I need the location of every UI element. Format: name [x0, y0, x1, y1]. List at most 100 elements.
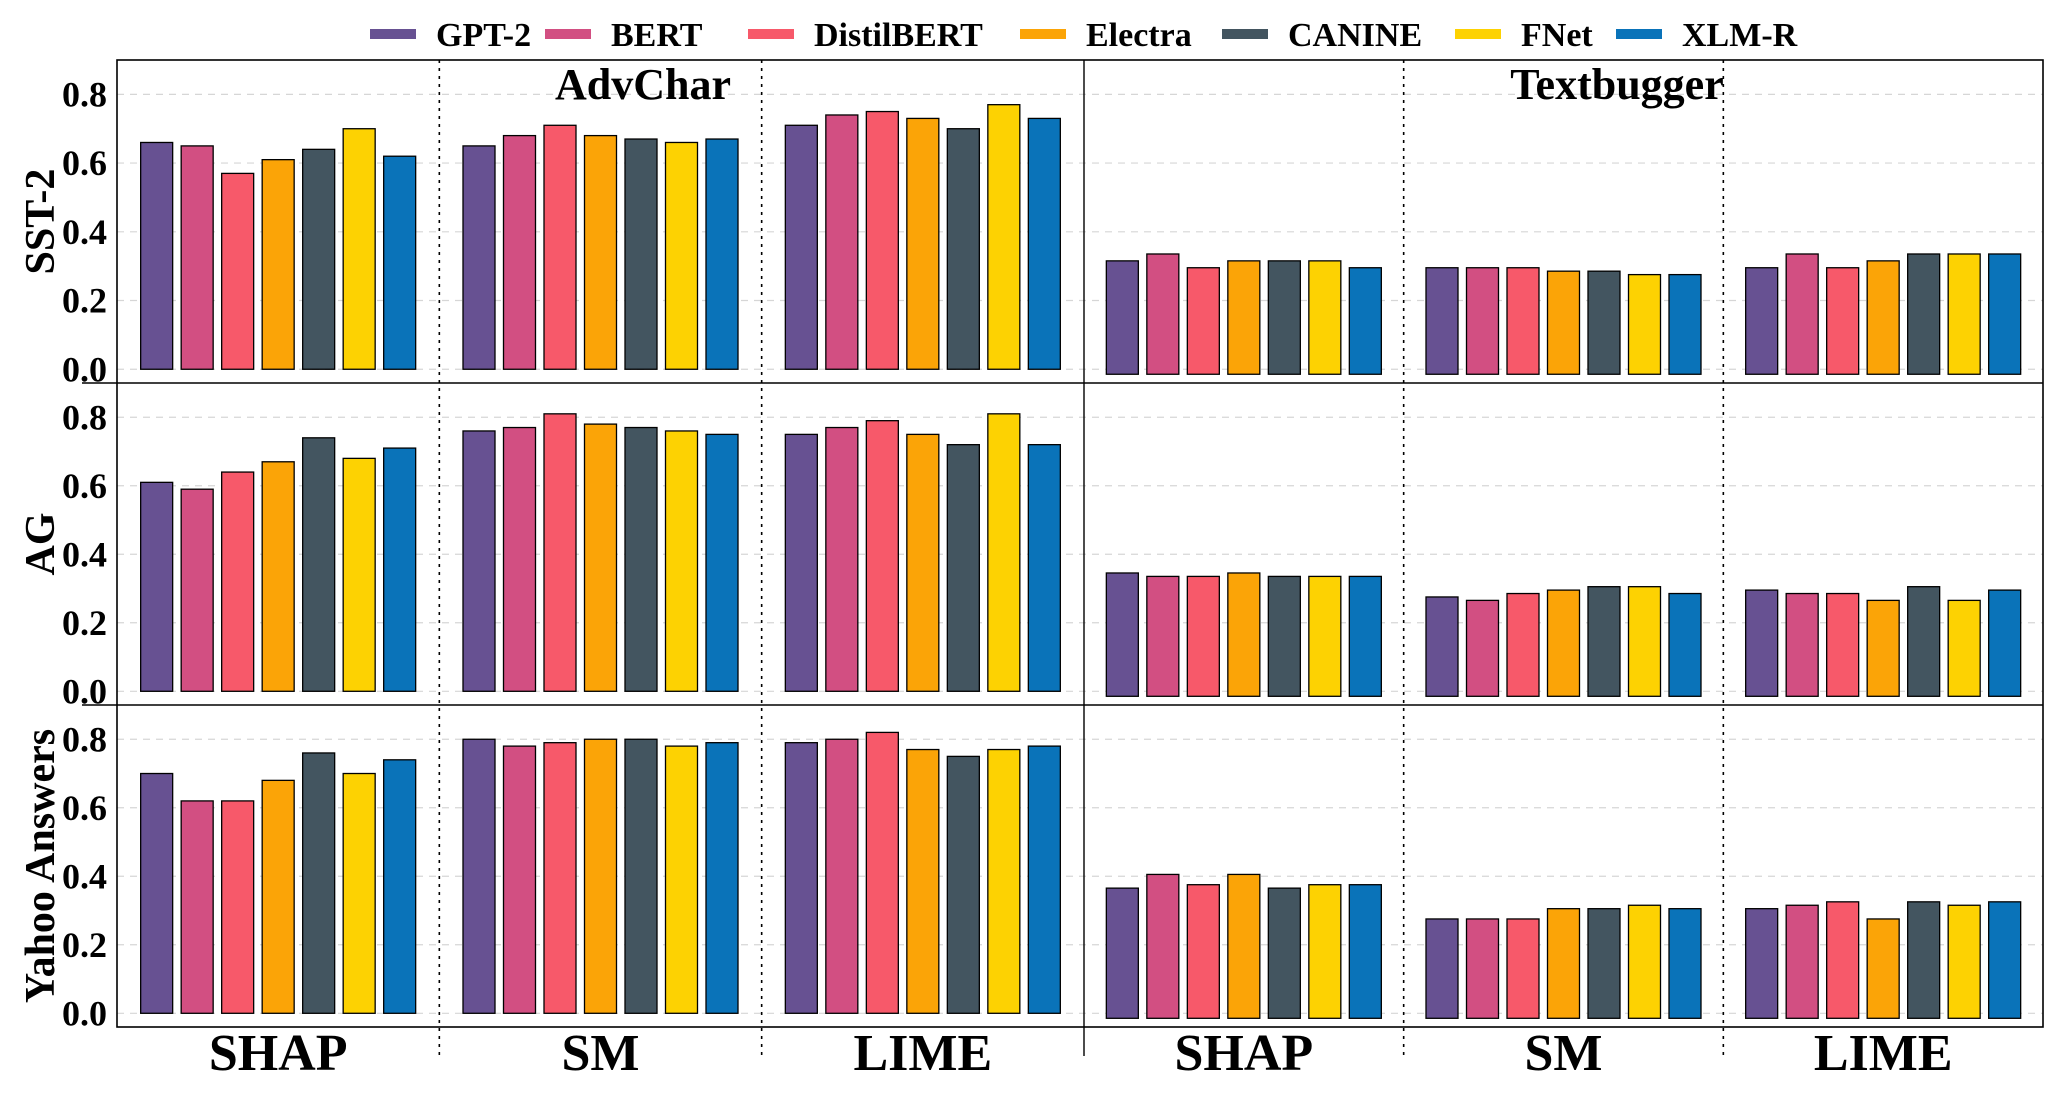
- bar-canine: [1587, 270, 1621, 375]
- bar-distilbert: [1506, 592, 1540, 697]
- bar-electra: [1546, 270, 1581, 375]
- bar-canine: [1267, 260, 1301, 375]
- bar-group-sst-2-advchar-lime: [784, 104, 1061, 370]
- bar-bert: [180, 145, 214, 370]
- bar-xlm-r: [1348, 267, 1382, 375]
- bar-gpt-2: [1425, 918, 1459, 1019]
- bar-group-ag-textbugger-sm: [1425, 586, 1702, 697]
- bar-bert: [825, 426, 859, 692]
- bar-gpt-2: [1745, 267, 1779, 375]
- x-label-advchar-shap: SHAP: [209, 1025, 348, 1082]
- bar-group-yahoo-answers-advchar-sm: [462, 738, 739, 1014]
- bar-xlm-r: [705, 138, 739, 370]
- panel-frame: [82, 59, 2044, 1056]
- bar-canine: [1587, 586, 1621, 697]
- bar-gpt-2: [140, 141, 174, 370]
- bar-distilbert: [221, 471, 255, 692]
- bar-gpt-2: [1105, 887, 1139, 1019]
- legend-entry-xlm-r: XLM-R: [1616, 17, 1798, 54]
- x-label-textbugger-sm: SM: [1525, 1025, 1603, 1082]
- bar-electra: [1866, 599, 1900, 697]
- bar-canine: [1907, 586, 1941, 697]
- bar-gpt-2: [1425, 267, 1459, 375]
- legend-label: CANINE: [1288, 17, 1422, 54]
- row-label-ag: AG: [18, 513, 64, 576]
- y-tick-label: 0.8: [62, 719, 107, 759]
- legend-entry-gpt-2: GPT-2: [370, 17, 531, 54]
- bar-distilbert: [1826, 592, 1860, 697]
- bar-gpt-2: [1745, 589, 1779, 697]
- bar-gpt-2: [784, 742, 818, 1014]
- bar-electra: [906, 433, 940, 692]
- y-tick-label: 0.8: [62, 397, 107, 437]
- bar-gpt-2: [1105, 260, 1139, 375]
- bar-distilbert: [1826, 901, 1860, 1019]
- bar-canine: [1267, 575, 1301, 697]
- bar-xlm-r: [383, 447, 417, 692]
- bar-xlm-r: [705, 433, 739, 692]
- bar-group-ag-textbugger-lime: [1745, 586, 2022, 697]
- bar-group-sst-2-textbugger-shap: [1105, 253, 1382, 375]
- legend-entry-electra: Electra: [1020, 17, 1192, 54]
- bar-group-yahoo-answers-advchar-shap: [140, 752, 417, 1014]
- bar-canine: [624, 138, 658, 370]
- bar-electra: [1866, 918, 1900, 1019]
- bar-canine: [946, 128, 980, 370]
- y-tick-label: 0.2: [62, 603, 107, 643]
- bar-electra: [1546, 589, 1581, 697]
- bar-distilbert: [865, 420, 899, 692]
- bar-electra: [1227, 572, 1261, 697]
- bar-distilbert: [543, 742, 577, 1014]
- bar-electra: [261, 779, 295, 1014]
- bar-canine: [302, 437, 336, 692]
- y-tick-label: 0.4: [62, 856, 107, 896]
- bar-fnet: [1947, 904, 1981, 1019]
- bar-canine: [624, 738, 658, 1014]
- bar-fnet: [1308, 260, 1342, 375]
- bar-distilbert: [1186, 884, 1220, 1019]
- legend: GPT-2 BERT DistilBERT Electra CANINE FNet XLM-…: [370, 17, 1798, 54]
- bar-fnet: [1308, 575, 1342, 697]
- bar-canine: [1907, 901, 1941, 1019]
- bar-xlm-r: [383, 155, 417, 370]
- bar-group-yahoo-answers-textbugger-shap: [1105, 873, 1382, 1019]
- bar-xlm-r: [1668, 592, 1702, 697]
- bar-electra: [1866, 260, 1900, 375]
- bar-group-ag-advchar-lime: [784, 413, 1061, 692]
- bar-fnet: [342, 772, 376, 1014]
- bar-xlm-r: [1348, 575, 1382, 697]
- legend-swatch: [370, 29, 416, 39]
- bar-canine: [1267, 887, 1301, 1019]
- bar-group-yahoo-answers-textbugger-sm: [1425, 904, 1702, 1019]
- legend-swatch: [748, 29, 794, 39]
- bar-distilbert: [865, 110, 899, 370]
- bar-xlm-r: [1988, 253, 2022, 375]
- bar-gpt-2: [784, 433, 818, 692]
- bar-bert: [1465, 599, 1500, 697]
- attack-title-textbugger: Textbugger: [1510, 60, 1724, 109]
- bar-bert: [180, 488, 214, 692]
- bar-gpt-2: [140, 772, 174, 1014]
- y-tick-label: 0.0: [62, 993, 107, 1033]
- legend-entry-distilbert: DistilBERT: [748, 17, 983, 54]
- chart-panels: 0.00.20.40.60.8SST-20.00.20.40.60.8AG0.0…: [18, 59, 2044, 1056]
- bar-fnet: [664, 141, 699, 370]
- frame-border: [116, 59, 2044, 1028]
- y-tick-label: 0.6: [62, 788, 107, 828]
- bar-fnet: [1947, 599, 1981, 697]
- legend-entry-fnet: FNet: [1455, 17, 1593, 54]
- legend-swatch: [1616, 29, 1662, 39]
- bar-fnet: [664, 745, 699, 1014]
- bar-fnet: [664, 430, 699, 692]
- bar-bert: [825, 738, 859, 1014]
- legend-swatch: [1020, 29, 1066, 39]
- bar-group-ag-advchar-shap: [140, 437, 417, 692]
- bar-electra: [261, 158, 295, 370]
- legend-swatch: [1455, 29, 1501, 39]
- bar-gpt-2: [462, 430, 496, 692]
- bar-xlm-r: [1027, 745, 1061, 1014]
- bar-fnet: [342, 128, 376, 370]
- bar-bert: [502, 134, 537, 370]
- bar-xlm-r: [1668, 273, 1702, 375]
